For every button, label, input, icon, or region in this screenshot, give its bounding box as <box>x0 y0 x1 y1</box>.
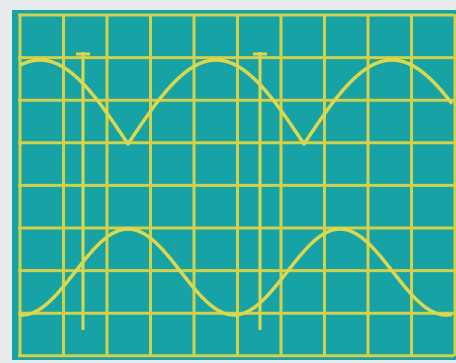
page: (() => { const ns = 'http://www.w3.org/2… <box>0 0 456 363</box>
oscilloscope-screen <box>0 0 456 363</box>
